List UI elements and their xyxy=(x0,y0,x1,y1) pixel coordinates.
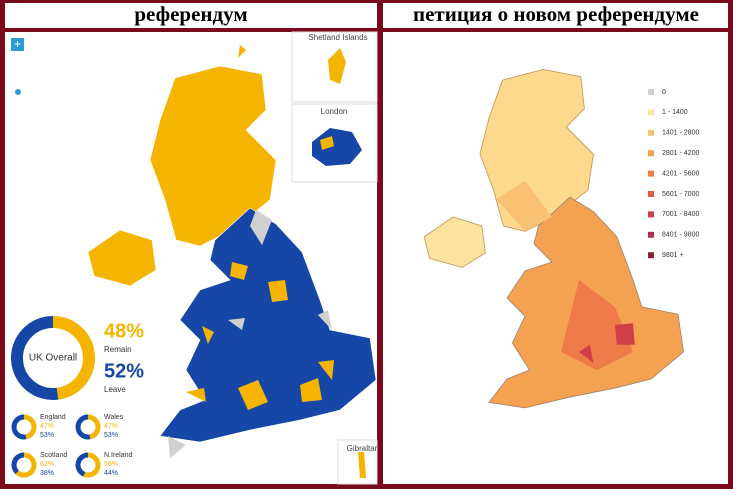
legend xyxy=(640,82,726,268)
region-name: Wales xyxy=(104,414,124,421)
leave-text: Leave xyxy=(104,385,126,394)
inset-box xyxy=(291,31,378,103)
donut-leave xyxy=(11,316,59,400)
inset-label: Gibraltar xyxy=(347,444,378,453)
gibraltar xyxy=(358,452,366,478)
donut-remain xyxy=(87,414,101,440)
remain-text: Remain xyxy=(104,345,132,354)
region-remain: 47% xyxy=(104,423,118,430)
inset-box xyxy=(291,103,378,183)
left-map: + Shetland Islands London Gibraltar xyxy=(11,31,378,485)
legend-swatch xyxy=(648,150,654,157)
inset-label: Shetland Islands xyxy=(308,33,367,42)
left-header xyxy=(5,3,377,28)
hot-area xyxy=(561,280,633,370)
remain-pct: 48% xyxy=(104,320,144,342)
legend-label: 4201 - 5600 xyxy=(662,170,699,177)
donut-leave xyxy=(75,452,89,477)
legend-swatch xyxy=(648,191,654,197)
shetland xyxy=(238,45,346,84)
donut-remain xyxy=(23,414,37,440)
legend-swatch xyxy=(648,252,654,259)
region-remain: 47% xyxy=(40,423,54,430)
region-leave: 53% xyxy=(40,432,54,439)
mid-area xyxy=(496,181,552,232)
remain-areas xyxy=(186,262,334,410)
donut-remain xyxy=(15,452,37,478)
region-remain: 56% xyxy=(104,461,118,468)
right-map: 0 1 - 1400 1401 - 2800 2801 - 4200 4201 - 56… xyxy=(423,68,726,409)
legend-swatch xyxy=(648,129,654,136)
legend-label: 1401 - 2800 xyxy=(662,130,699,137)
region-name: England xyxy=(40,414,66,421)
region-remain: 62% xyxy=(40,461,54,468)
region-leave: 44% xyxy=(104,470,118,477)
zoom-slider[interactable] xyxy=(15,89,21,95)
donut-leave xyxy=(11,452,25,475)
zoom-icon: + xyxy=(14,37,21,51)
right-header xyxy=(383,3,728,28)
donut-remain xyxy=(52,316,95,400)
legend-swatch xyxy=(648,231,654,238)
legend-label: 8401 - 9800 xyxy=(662,232,699,239)
london xyxy=(312,128,362,166)
left-title: референдум xyxy=(134,2,247,26)
donut-remain xyxy=(83,452,101,478)
leave-pct: 52% xyxy=(104,360,144,382)
right-title: петиция о новом референдуме xyxy=(413,2,699,26)
region-name: N.Ireland xyxy=(104,452,133,459)
legend-swatch xyxy=(648,211,654,218)
london-remain xyxy=(320,136,334,150)
legend-swatch xyxy=(648,109,654,116)
region-leave: 53% xyxy=(104,432,118,439)
results: UK Overall 48% Remain 52% Leave England 47% 53%… xyxy=(6,312,156,484)
zoom-in[interactable] xyxy=(11,38,24,51)
legend-swatch xyxy=(648,170,654,177)
legend-label: 5601 - 7000 xyxy=(662,191,699,198)
legend-swatch xyxy=(648,89,654,95)
region-name: Scotland xyxy=(40,452,67,459)
inset-label: London xyxy=(321,107,348,116)
hot-area xyxy=(579,323,635,363)
inset-box xyxy=(337,439,378,485)
legend-label: 0 xyxy=(662,89,666,96)
legend-label: 1 - 1400 xyxy=(662,109,688,116)
legend-label: 7001 - 8400 xyxy=(662,211,699,218)
legend-label: 2801 - 4200 xyxy=(662,150,699,157)
overall-name: UK Overall xyxy=(29,353,77,364)
donut-leave xyxy=(11,414,27,440)
legend-label: 9801 + xyxy=(662,252,684,259)
region-leave: 38% xyxy=(40,470,54,477)
donut-leave xyxy=(75,414,91,440)
